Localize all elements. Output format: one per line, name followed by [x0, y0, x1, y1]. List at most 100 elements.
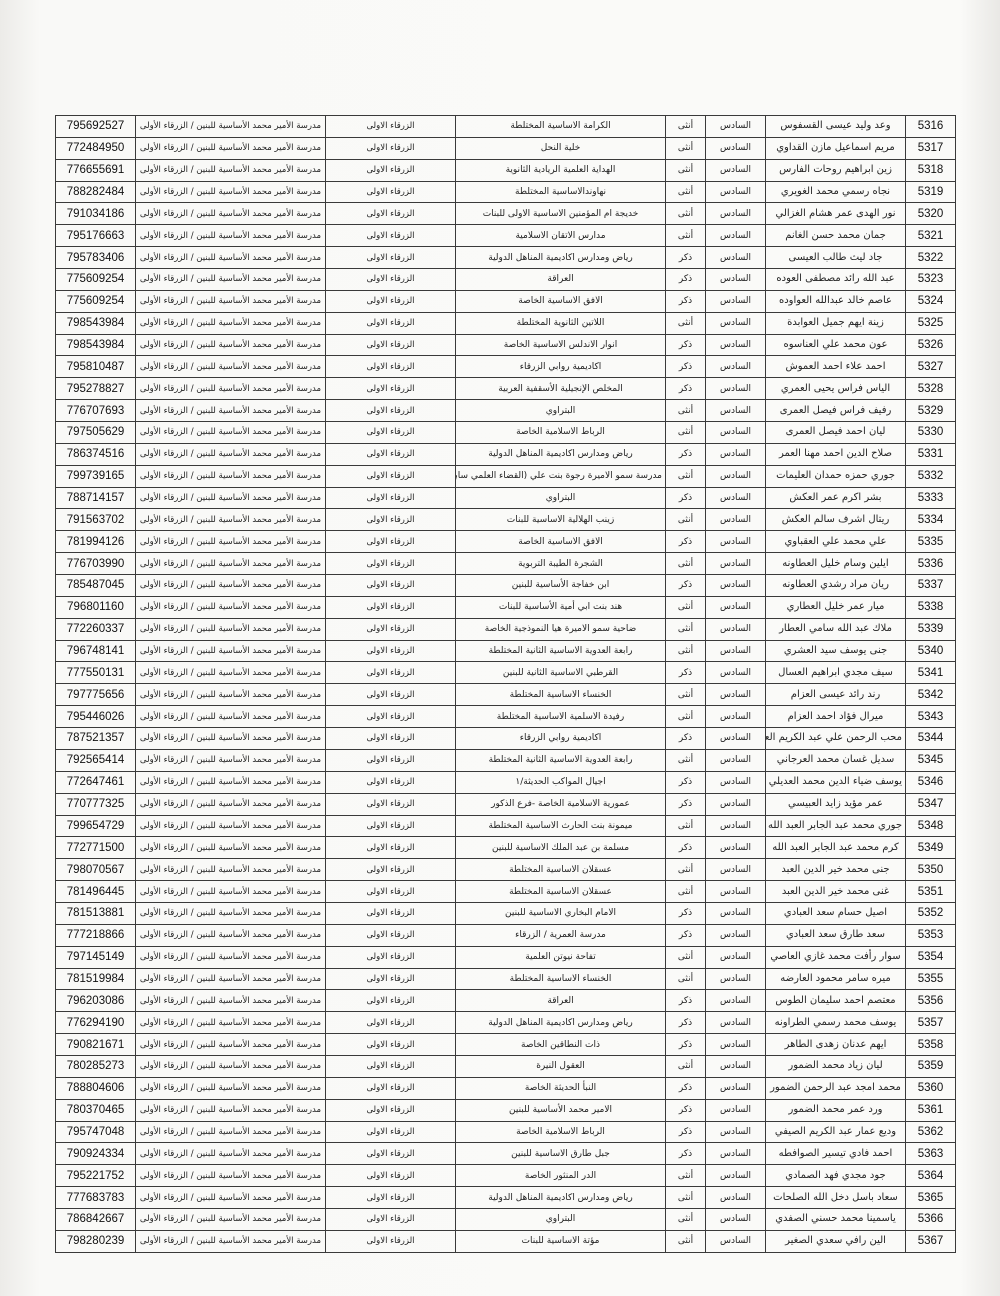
table-row: 795446026 مدرسة الأمير محمد الأساسية للبن… [55, 705, 956, 729]
grade-cell: السادس [705, 486, 766, 510]
grade-cell: السادس [705, 1142, 766, 1166]
school-cell: ابن خفاجة الأساسية للبنين [455, 574, 666, 597]
table-row: 772771500 مدرسة الأمير محمد الأساسية للبن… [55, 836, 956, 860]
grade-cell: السادس [705, 1054, 766, 1078]
exam-center-cell: مدرسة الأمير محمد الأساسية للبنين / الزر… [135, 377, 326, 401]
grade-cell: السادس [705, 989, 766, 1013]
seat-number-cell: 5351 [905, 880, 956, 903]
seat-number-cell: 5355 [905, 967, 956, 991]
student-name-cell: عبد الله رائد مصطفى العوده [765, 268, 906, 291]
seat-number-cell: 5340 [905, 639, 956, 663]
exam-center-cell: مدرسة الأمير محمد الأساسية للبنين / الزر… [135, 836, 326, 860]
gender-cell: ذكر [665, 268, 706, 291]
table-row: 776655691 مدرسة الأمير محمد الأساسية للبن… [55, 158, 956, 182]
table-row: 795176663 مدرسة الأمير محمد الأساسية للبن… [55, 224, 956, 248]
table-row: 791563702 مدرسة الأمير محمد الأساسية للبن… [55, 508, 956, 532]
region-cell: الزرقاء الاولى [325, 923, 456, 947]
gender-cell: أنثى [665, 136, 706, 160]
seat-number-cell: 5359 [905, 1054, 956, 1078]
table-row: 770777325 مدرسة الأمير محمد الأساسية للبن… [55, 792, 956, 816]
student-name-cell: سديل غسان محمد العرجاني [765, 748, 906, 772]
region-cell: الزرقاء الاولى [325, 442, 456, 466]
gender-cell: ذكر [665, 530, 706, 554]
gender-cell: ذكر [665, 770, 706, 794]
exam-center-cell: مدرسة الأمير محمد الأساسية للبنين / الزر… [135, 421, 326, 444]
seat-number-cell: 5347 [905, 792, 956, 816]
gender-cell: أنثى [665, 705, 706, 729]
seat-number-cell: 5349 [905, 836, 956, 860]
school-cell: الهداية العلمية الريادية الثانوية [455, 158, 666, 182]
table-row: 775609254 مدرسة الأمير محمد الأساسية للبن… [55, 268, 956, 291]
student-name-cell: وديع عمار عبد الكريم الصيفي [765, 1120, 906, 1144]
seat-number-cell: 5353 [905, 923, 956, 947]
seat-number-cell: 5335 [905, 530, 956, 554]
seat-number-cell: 5356 [905, 989, 956, 1013]
gender-cell: أنثى [665, 683, 706, 707]
region-cell: الزرقاء الاولى [325, 880, 456, 903]
table-row: 798543984 مدرسة الأمير محمد الأساسية للبن… [55, 311, 956, 335]
phone-cell: 788804606 [55, 1076, 136, 1100]
exam-center-cell: مدرسة الأمير محمد الأساسية للبنين / الزر… [135, 639, 326, 663]
exam-center-cell: مدرسة الأمير محمد الأساسية للبنين / الزر… [135, 770, 326, 794]
gender-cell: أنثى [665, 1164, 706, 1188]
gender-cell: أنثى [665, 464, 706, 488]
student-name-cell: كرم محمد عبد الجابر العبد الله [765, 836, 906, 860]
region-cell: الزرقاء الاولى [325, 136, 456, 160]
table-row: 796203086 مدرسة الأمير محمد الأساسية للبن… [55, 989, 956, 1013]
phone-cell: 788714157 [55, 486, 136, 510]
phone-cell: 777218866 [55, 923, 136, 947]
student-name-cell: نور الهدى عمر هشام الغزالي [765, 202, 906, 226]
seat-number-cell: 5364 [905, 1164, 956, 1188]
school-cell: الامير محمد الأساسية للبنين [455, 1098, 666, 1122]
student-name-cell: احمد فادي تيسير الصوافطه [765, 1142, 906, 1166]
grade-cell: السادس [705, 1164, 766, 1188]
exam-center-cell: مدرسة الأمير محمد الأساسية للبنين / الزر… [135, 115, 326, 138]
table-row: 788804606 مدرسة الأمير محمد الأساسية للبن… [55, 1076, 956, 1100]
phone-cell: 780285273 [55, 1054, 136, 1078]
region-cell: الزرقاء الاولى [325, 1076, 456, 1100]
school-cell: الامام البخاري الاساسية للبنين [455, 901, 666, 925]
region-cell: الزرقاء الاولى [325, 377, 456, 401]
school-cell: اجيال المواكب الحديثة/١ [455, 770, 666, 794]
region-cell: الزرقاء الاولى [325, 355, 456, 379]
table-row: 786842667 مدرسة الأمير محمد الأساسية للبن… [55, 1207, 956, 1231]
exam-center-cell: مدرسة الأمير محمد الأساسية للبنين / الزر… [135, 792, 326, 816]
table-row: 777550131 مدرسة الأمير محمد الأساسية للبن… [55, 661, 956, 685]
school-cell: القرطبي الاساسية الثانية للبنين [455, 661, 666, 685]
student-name-cell: يوسف محمد رسمي الطراونه [765, 1011, 906, 1035]
gender-cell: أنثى [665, 880, 706, 903]
phone-cell: 772260337 [55, 617, 136, 641]
students-table-body: 795692527 مدرسة الأمير محمد الأساسية للبن… [55, 115, 956, 1253]
exam-center-cell: مدرسة الأمير محمد الأساسية للبنين / الزر… [135, 574, 326, 597]
grade-cell: السادس [705, 552, 766, 576]
seat-number-cell: 5357 [905, 1011, 956, 1035]
school-cell: الافق الاساسية الخاصة [455, 530, 666, 554]
seat-number-cell: 5365 [905, 1186, 956, 1209]
seat-number-cell: 5324 [905, 289, 956, 313]
phone-cell: 795692527 [55, 115, 136, 138]
student-name-cell: ايهم عدنان زهدى الطاهر [765, 1033, 906, 1056]
seat-number-cell: 5334 [905, 508, 956, 532]
student-name-cell: ليان احمد فيصل العمرى [765, 421, 906, 444]
student-name-cell: جاد ليث طالب العيسى [765, 246, 906, 270]
table-row: 772647461 مدرسة الأمير محمد الأساسية للبن… [55, 770, 956, 794]
grade-cell: السادس [705, 880, 766, 903]
exam-center-cell: مدرسة الأمير محمد الأساسية للبنين / الزر… [135, 180, 326, 204]
table-row: 798070567 مدرسة الأمير محمد الأساسية للبن… [55, 858, 956, 882]
grade-cell: السادس [705, 1120, 766, 1144]
table-row: 796748141 مدرسة الأمير محمد الأساسية للبن… [55, 639, 956, 663]
table-row: 797145149 مدرسة الأمير محمد الأساسية للبن… [55, 945, 956, 969]
seat-number-cell: 5332 [905, 464, 956, 488]
region-cell: الزرقاء الاولى [325, 1207, 456, 1231]
phone-cell: 781513881 [55, 901, 136, 925]
grade-cell: السادس [705, 442, 766, 466]
school-cell: انوار الاندلس الاساسية الخاصة [455, 333, 666, 357]
region-cell: الزرقاء الاولى [325, 683, 456, 707]
seat-number-cell: 5341 [905, 661, 956, 685]
region-cell: الزرقاء الاولى [325, 202, 456, 226]
exam-center-cell: مدرسة الأمير محمد الأساسية للبنين / الزر… [135, 1011, 326, 1035]
region-cell: الزرقاء الاولى [325, 552, 456, 576]
table-row: 776707693 مدرسة الأمير محمد الأساسية للبن… [55, 399, 956, 423]
table-row: 798543984 مدرسة الأمير محمد الأساسية للبن… [55, 333, 956, 357]
exam-center-cell: مدرسة الأمير محمد الأساسية للبنين / الزر… [135, 989, 326, 1013]
